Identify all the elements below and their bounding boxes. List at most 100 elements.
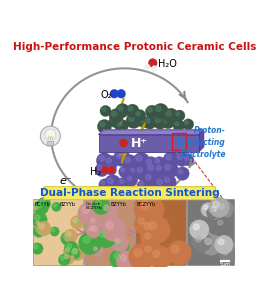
Circle shape [52, 228, 55, 232]
Circle shape [205, 238, 211, 244]
Circle shape [154, 163, 168, 177]
Circle shape [73, 217, 85, 228]
Circle shape [178, 169, 183, 174]
Circle shape [165, 164, 171, 170]
Circle shape [101, 181, 105, 185]
Circle shape [218, 203, 224, 209]
Circle shape [95, 227, 116, 248]
Circle shape [125, 174, 138, 187]
Circle shape [97, 119, 112, 134]
Circle shape [131, 168, 135, 172]
Circle shape [201, 202, 215, 217]
Circle shape [143, 116, 156, 129]
Circle shape [104, 175, 121, 192]
Circle shape [157, 179, 162, 185]
Bar [172, 133, 186, 150]
Circle shape [152, 66, 157, 71]
Circle shape [153, 103, 168, 119]
Circle shape [218, 239, 224, 245]
Circle shape [140, 201, 149, 210]
Circle shape [110, 90, 118, 98]
Circle shape [175, 122, 179, 126]
Text: BCZYYb: BCZYYb [137, 202, 156, 206]
Circle shape [36, 202, 42, 208]
Circle shape [113, 149, 130, 167]
Circle shape [35, 227, 39, 231]
Circle shape [67, 244, 72, 249]
Circle shape [201, 234, 205, 239]
Circle shape [138, 218, 144, 224]
Circle shape [100, 122, 105, 127]
Circle shape [149, 59, 157, 67]
Circle shape [122, 155, 138, 170]
Text: e⁻: e⁻ [59, 176, 72, 186]
Circle shape [195, 236, 201, 242]
Circle shape [70, 248, 80, 259]
Circle shape [145, 64, 150, 70]
Circle shape [134, 164, 150, 180]
Circle shape [34, 200, 49, 215]
Circle shape [148, 246, 172, 269]
Circle shape [163, 108, 178, 123]
Bar [34, 199, 83, 266]
Circle shape [167, 241, 191, 265]
Circle shape [138, 116, 149, 128]
Circle shape [100, 202, 118, 220]
Circle shape [106, 158, 111, 163]
Circle shape [38, 197, 51, 210]
Circle shape [148, 165, 154, 170]
Circle shape [108, 167, 114, 173]
Circle shape [118, 242, 122, 247]
Circle shape [125, 158, 130, 163]
Circle shape [166, 154, 172, 160]
Circle shape [75, 219, 79, 223]
Circle shape [143, 171, 159, 188]
Circle shape [102, 107, 106, 111]
Circle shape [45, 129, 56, 140]
Circle shape [156, 118, 161, 123]
Polygon shape [99, 130, 204, 135]
Circle shape [100, 105, 111, 116]
Circle shape [100, 231, 106, 237]
Circle shape [120, 179, 124, 183]
Circle shape [120, 140, 127, 146]
Circle shape [64, 254, 68, 259]
Circle shape [117, 122, 122, 126]
Circle shape [166, 111, 171, 116]
Circle shape [65, 248, 69, 252]
Circle shape [162, 175, 176, 189]
Circle shape [189, 220, 209, 240]
Circle shape [96, 200, 101, 206]
Circle shape [108, 167, 111, 170]
Circle shape [214, 200, 234, 219]
Circle shape [153, 157, 165, 169]
Circle shape [145, 105, 159, 119]
Polygon shape [199, 130, 204, 152]
Circle shape [34, 245, 38, 249]
Circle shape [140, 118, 144, 122]
Circle shape [72, 249, 78, 254]
Circle shape [104, 205, 109, 211]
Circle shape [104, 155, 118, 170]
Circle shape [88, 223, 106, 240]
Circle shape [34, 219, 44, 229]
Text: BCYYb: BCYYb [35, 202, 51, 206]
Circle shape [145, 162, 161, 178]
Circle shape [106, 164, 117, 175]
Circle shape [91, 226, 97, 231]
Circle shape [82, 207, 89, 214]
Bar [135, 199, 186, 266]
Circle shape [58, 254, 70, 266]
Circle shape [79, 232, 101, 255]
Circle shape [185, 121, 189, 124]
Circle shape [176, 112, 180, 116]
Circle shape [91, 244, 103, 257]
Circle shape [213, 201, 219, 207]
Circle shape [164, 118, 168, 123]
Circle shape [118, 177, 130, 189]
Circle shape [208, 203, 225, 220]
Text: High-Performance Protonic Ceramic Cells: High-Performance Protonic Ceramic Cells [13, 42, 256, 52]
Circle shape [176, 167, 189, 180]
Circle shape [149, 221, 157, 230]
Bar [99, 135, 199, 152]
